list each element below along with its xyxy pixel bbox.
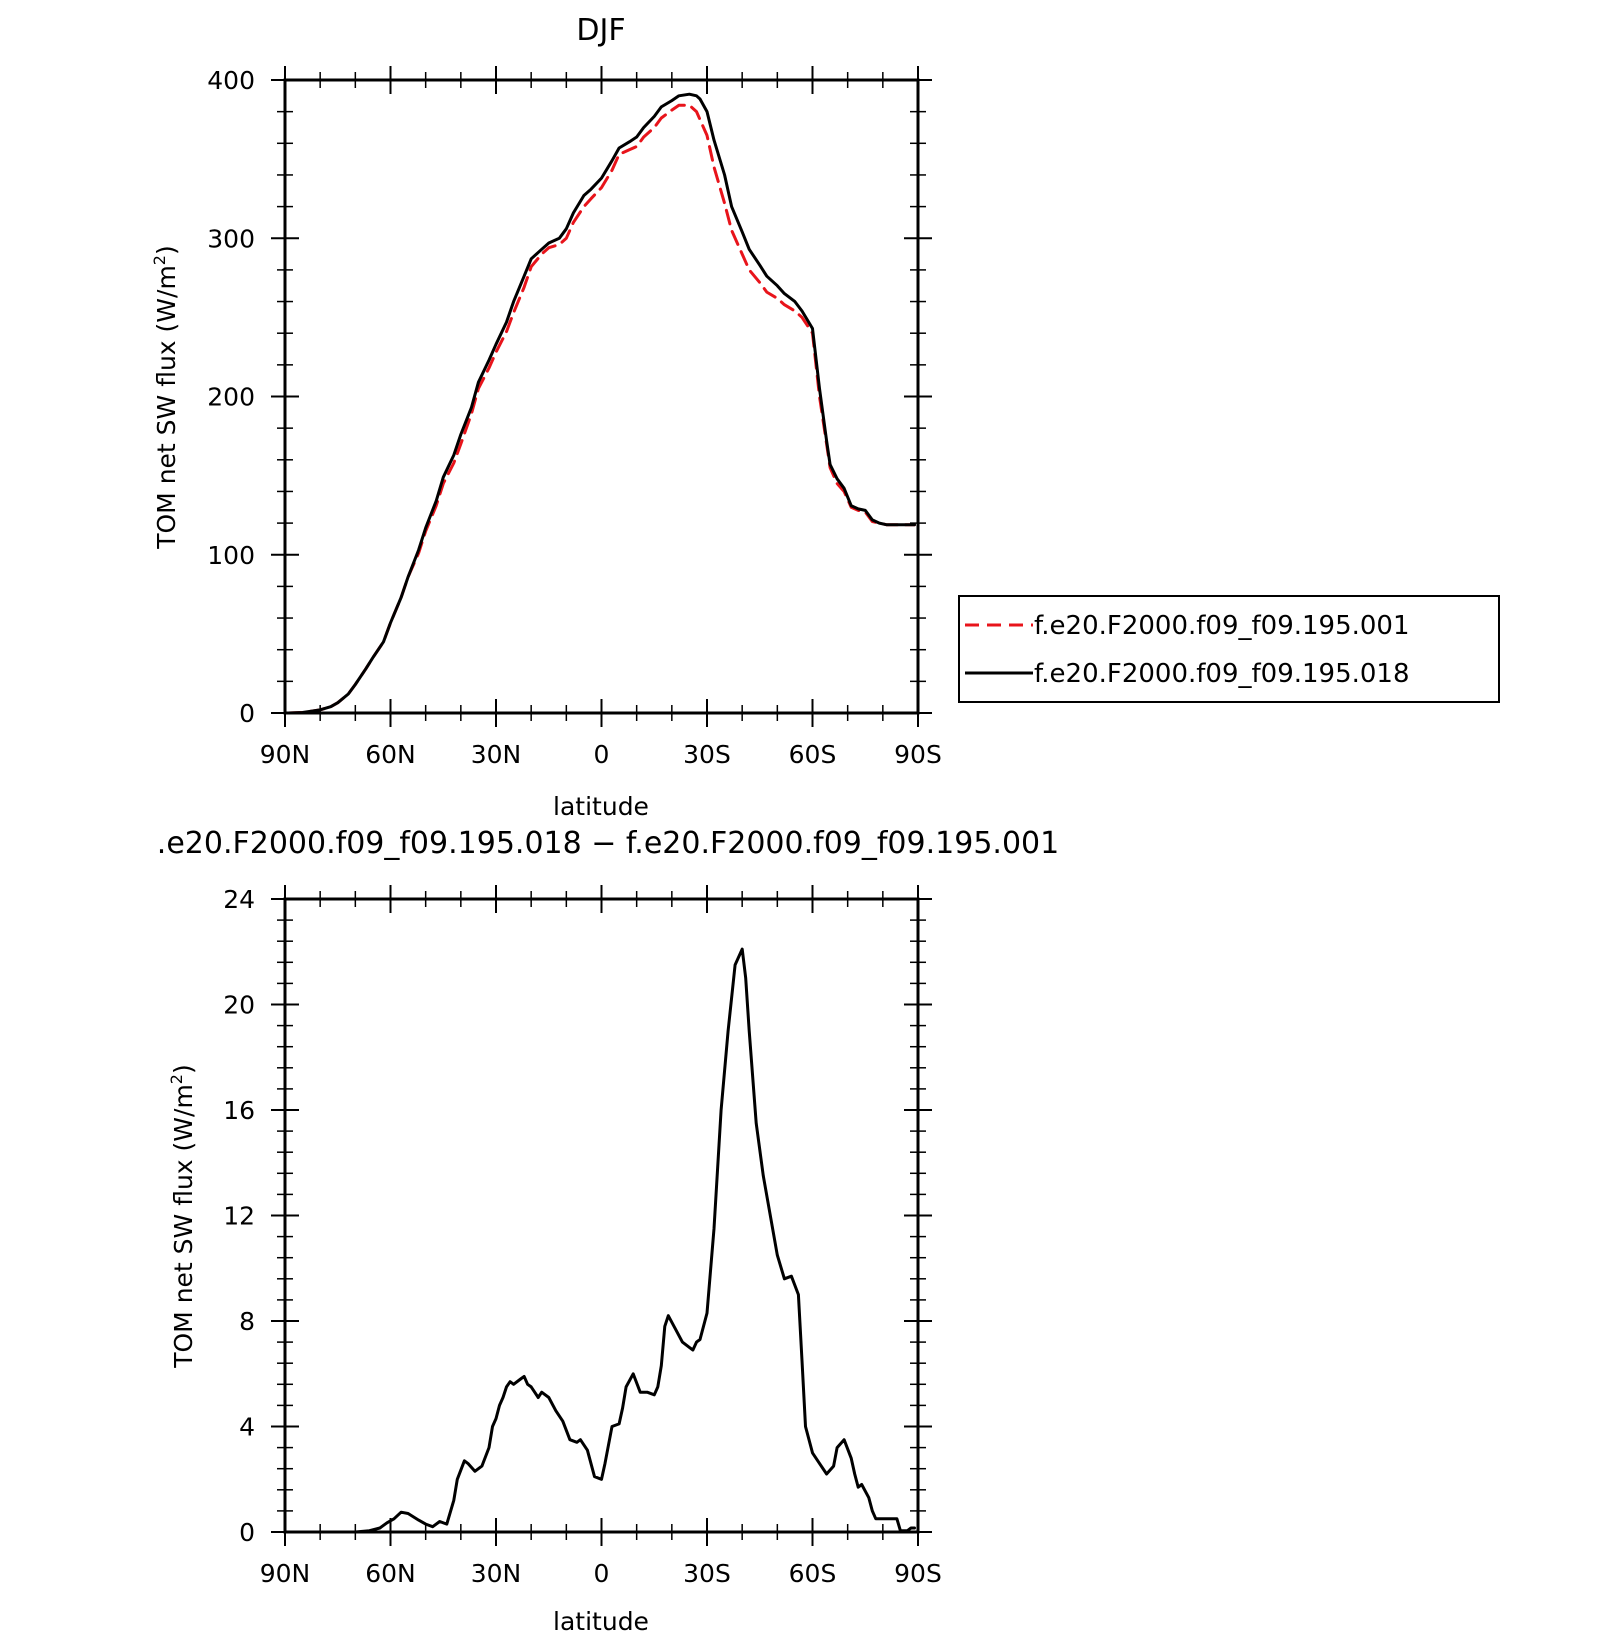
bottom-y-axis-title-close: ) [169,1064,198,1074]
top-x-tick-label: 30S [683,740,731,769]
top-y-tick-label: 300 [207,224,255,253]
top-x-tick-label: 90N [260,740,311,769]
top-series-group [287,92,916,715]
bottom-x-tick-label: 60N [365,1559,416,1588]
bottom-y-axis-title: TOM net SW flux (W/m2) [167,1064,198,1369]
bottom-y-axis-title-main: TOM net SW flux (W/m [169,1084,198,1369]
top-x-tick-label: 90S [894,740,942,769]
top-x-tick-label: 30N [471,740,522,769]
top-x-tick-label: 60S [789,740,837,769]
top-y-tick-label: 0 [239,699,255,728]
bottom-tick-group: 90N 60N 30N 0 30S 60S 90S 0 4 8 12 16 20 24 [223,885,942,1588]
top-x-tick-label: 0 [594,740,610,769]
bottom-y-tick-label: 0 [239,1518,255,1547]
bottom-y-tick-label: 24 [223,885,255,914]
legend-label-experiment: f.e20.F2000.f09_f09.195.018 [1034,659,1410,689]
top-plot-frame [283,78,920,715]
bottom-panel: .e20.F2000.f09_f09.195.018 − f.e20.F2000… [157,826,1059,1635]
bottom-y-axis-title-sup: 2 [167,1074,186,1084]
bottom-x-tick-label: 30N [471,1559,522,1588]
bottom-y-tick-label: 4 [239,1413,255,1442]
top-y-tick-label: 400 [207,66,255,95]
bottom-series-group [283,947,916,1534]
legend-label-control: f.e20.F2000.f09_f09.195.001 [1034,611,1410,641]
top-y-tick-label: 200 [207,383,255,412]
top-y-axis-title: TOM net SW flux (W/m2) [150,245,181,550]
legend-box [958,595,1500,703]
bottom-x-tick-label: 90S [894,1559,942,1588]
top-y-axis-title-sup: 2 [150,255,169,265]
bottom-y-tick-label: 12 [223,1202,255,1231]
bottom-x-tick-label: 0 [594,1559,610,1588]
bottom-x-tick-label: 60S [789,1559,837,1588]
bottom-series-line-difference [283,947,916,1534]
bottom-y-tick-label: 8 [239,1307,255,1336]
bottom-x-tick-label: 30S [683,1559,731,1588]
top-x-tick-label: 60N [365,740,416,769]
bottom-y-tick-label: 20 [223,991,255,1020]
bottom-y-tick-label: 16 [223,1096,255,1125]
top-plot-title: DJF [576,13,625,48]
bottom-x-axis-title: latitude [553,1607,649,1635]
top-series-line-experiment [287,92,916,715]
bottom-plot-frame [283,897,920,1534]
legend: f.e20.F2000.f09_f09.195.001 f.e20.F2000.… [958,595,1500,703]
top-series-line-control [287,103,916,715]
top-y-tick-label: 100 [207,541,255,570]
bottom-plot-title: .e20.F2000.f09_f09.195.018 − f.e20.F2000… [157,826,1059,861]
top-y-axis-title-main: TOM net SW flux (W/m [152,265,181,550]
top-tick-group: 90N 60N 30N 0 30S 60S 90S 0 100 200 300 400 [207,66,942,769]
top-panel: DJF 90N 60N 30N 0 30S 60S 90S 0 100 200 300 400 lat… [150,13,1500,821]
top-y-axis-title-close: ) [152,245,181,255]
bottom-x-tick-label: 90N [260,1559,311,1588]
top-x-axis-title: latitude [553,792,649,821]
